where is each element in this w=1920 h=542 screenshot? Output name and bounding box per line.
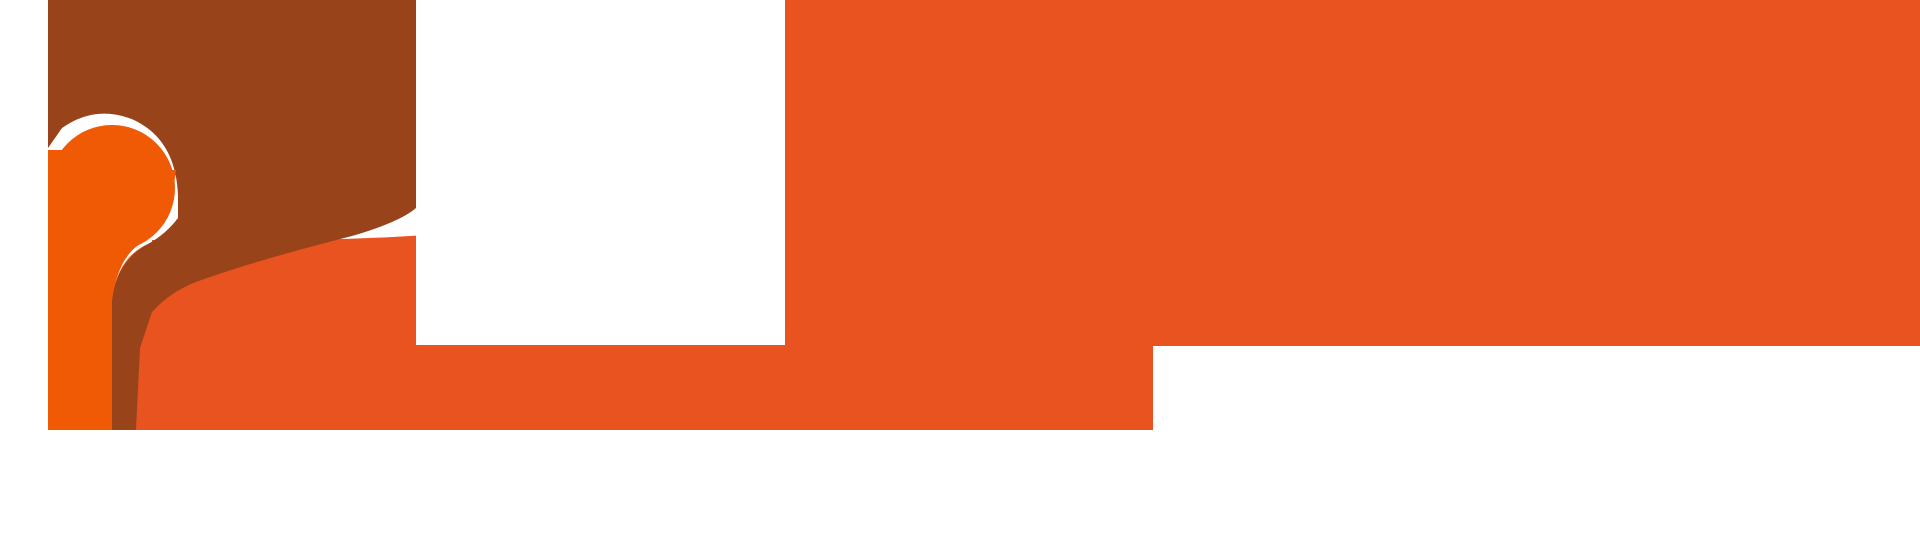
dark-brown-column-shape — [48, 0, 416, 430]
white-notch-rectangle — [416, 0, 785, 345]
bright-orange-join-shape — [48, 170, 176, 430]
